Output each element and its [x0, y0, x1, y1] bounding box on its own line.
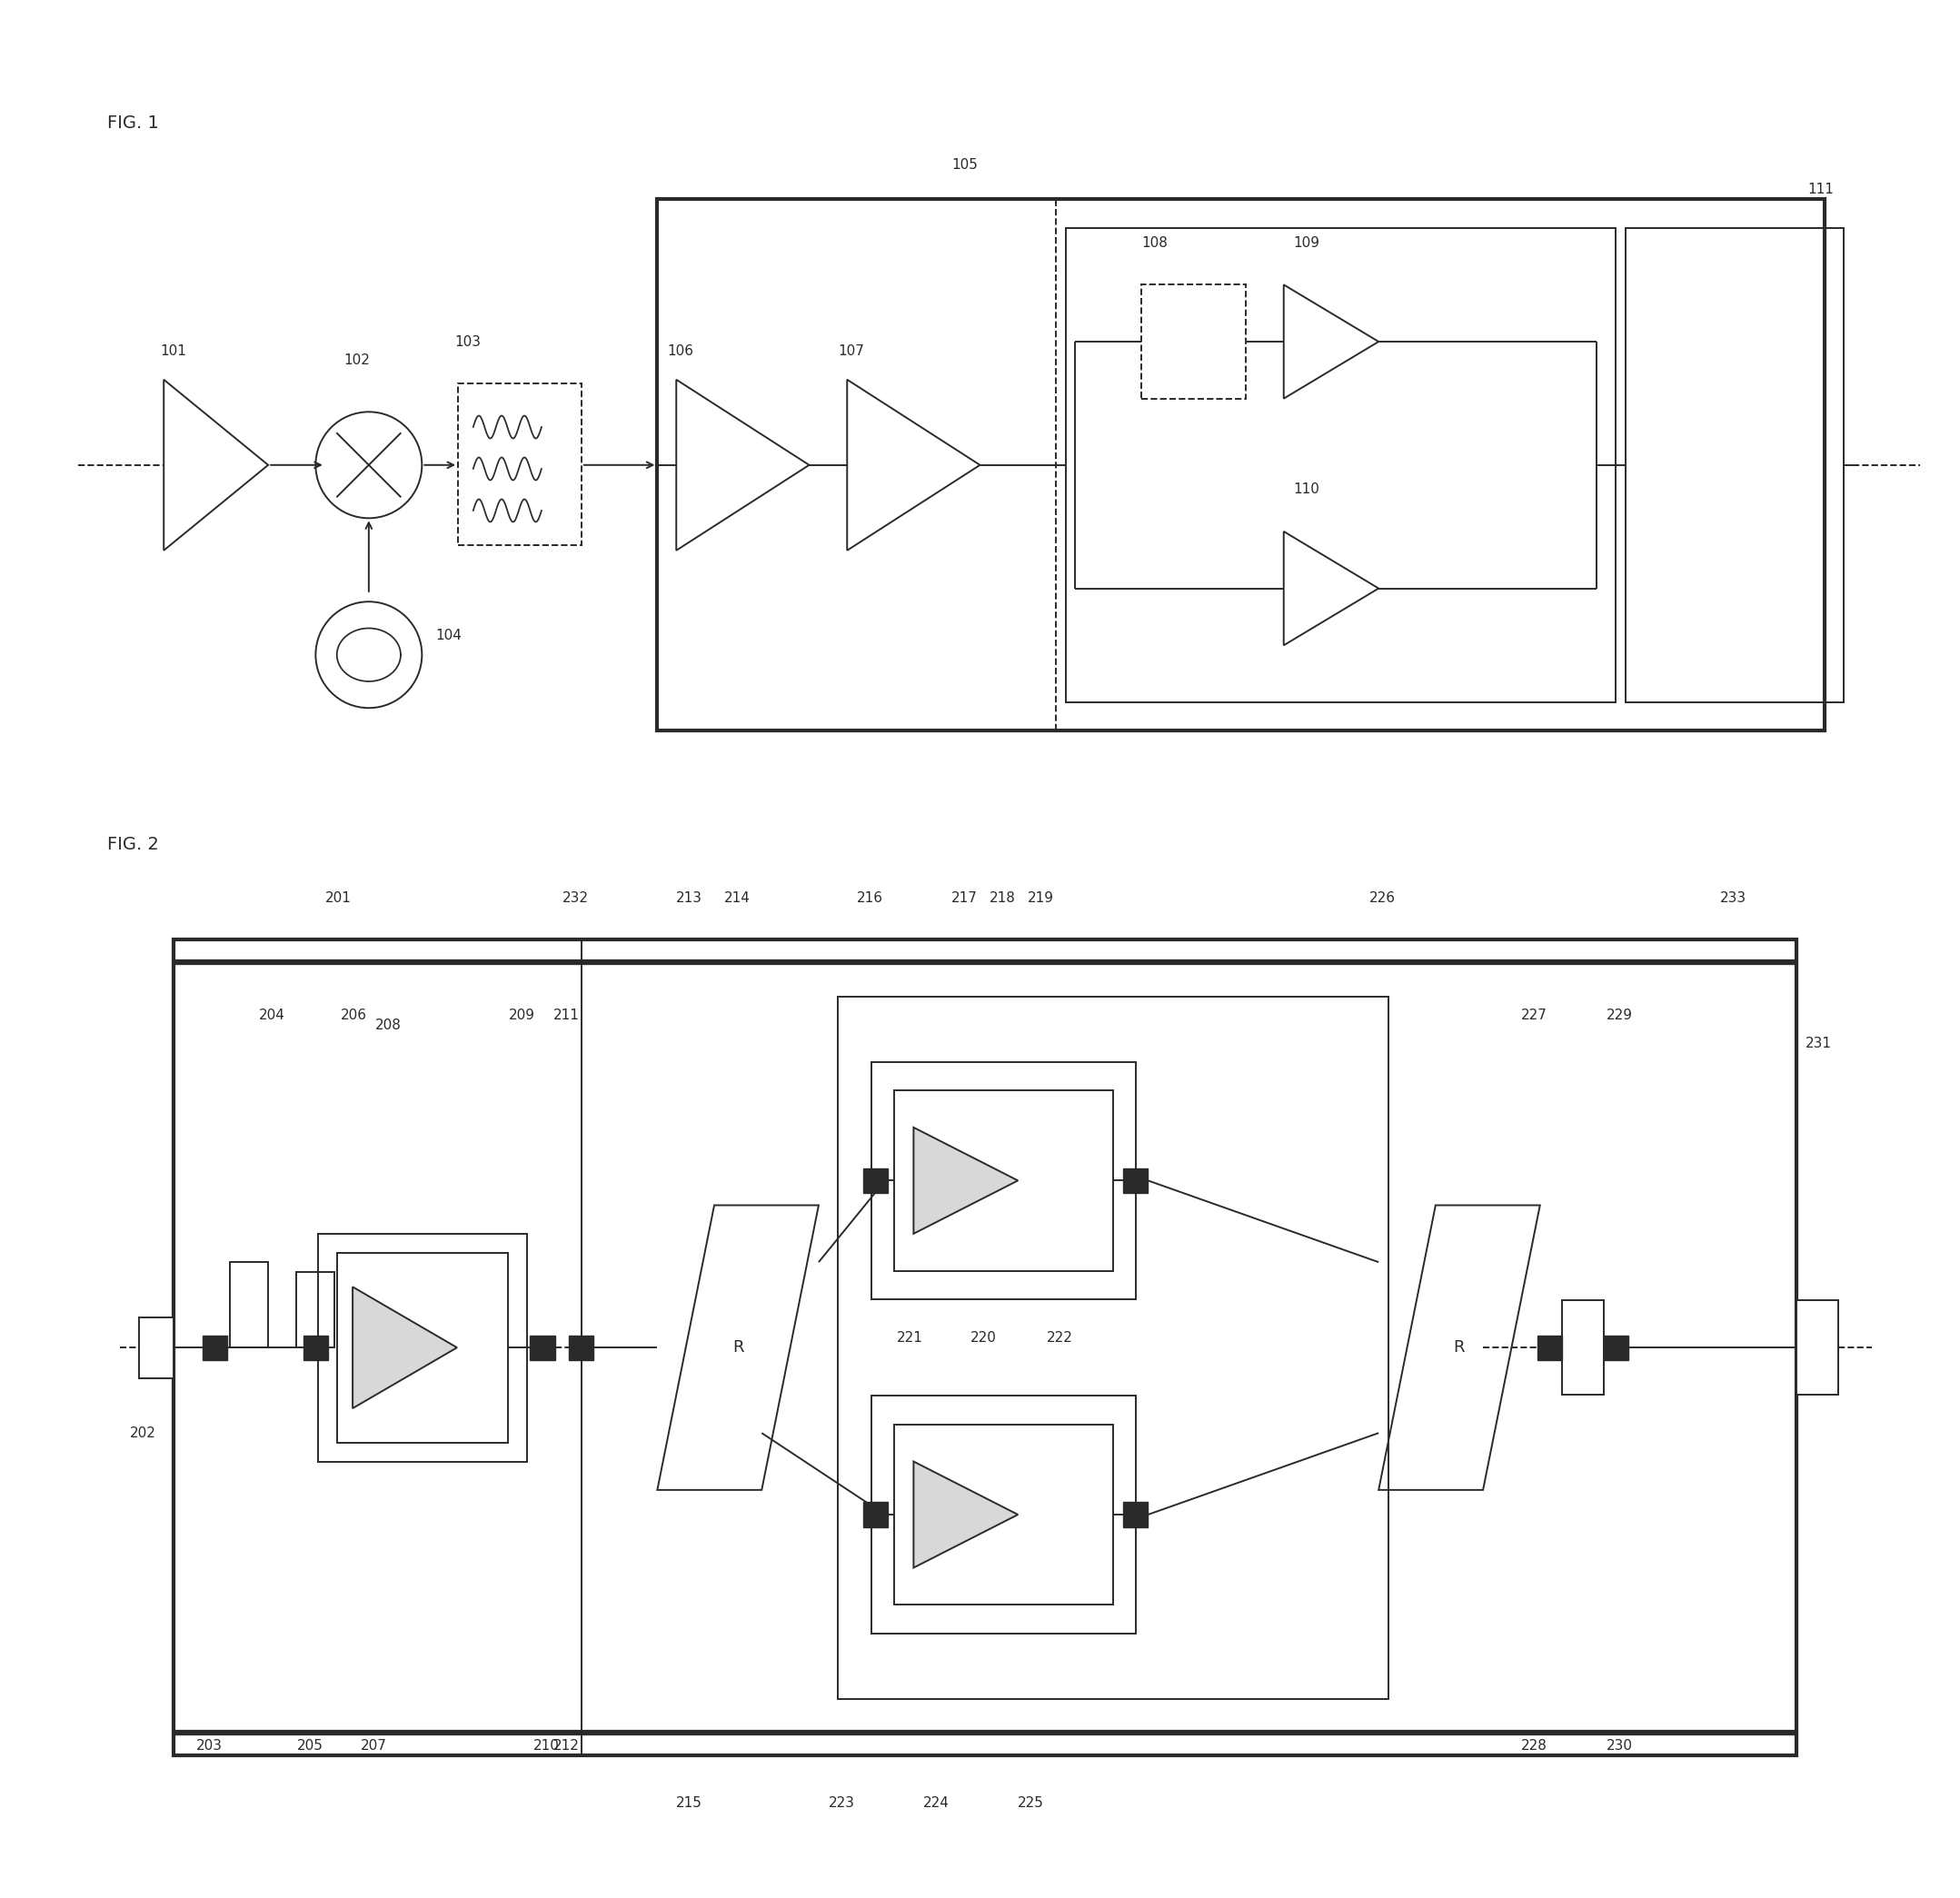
Bar	[172, 940, 1795, 1756]
Bar	[1603, 1336, 1629, 1359]
Text: 221: 221	[896, 1330, 923, 1346]
Bar	[1141, 285, 1247, 399]
Text: 103: 103	[455, 334, 480, 349]
Text: 210: 210	[533, 1739, 559, 1754]
Bar	[1795, 1300, 1838, 1395]
Bar	[894, 1089, 1113, 1272]
Text: 233: 233	[1721, 890, 1746, 905]
Text: 204: 204	[259, 1008, 284, 1023]
Text: 101: 101	[161, 344, 186, 359]
Bar	[862, 1167, 888, 1194]
Bar	[872, 1063, 1135, 1298]
Bar	[657, 199, 1825, 731]
Text: R: R	[733, 1340, 743, 1355]
Bar	[229, 1262, 269, 1348]
Text: 107: 107	[837, 344, 864, 359]
Text: 105: 105	[951, 158, 978, 173]
Text: 229: 229	[1607, 1008, 1633, 1023]
Text: FIG. 1: FIG. 1	[108, 114, 159, 133]
Text: 212: 212	[553, 1739, 578, 1754]
Bar	[318, 1234, 527, 1461]
Bar	[459, 383, 582, 545]
Bar	[568, 1336, 594, 1359]
Text: 225: 225	[1017, 1796, 1045, 1811]
Bar	[1625, 228, 1844, 702]
Bar	[894, 1424, 1113, 1606]
Text: 209: 209	[508, 1008, 535, 1023]
Text: 231: 231	[1805, 1036, 1833, 1051]
Text: 208: 208	[376, 1017, 402, 1033]
Polygon shape	[353, 1287, 457, 1408]
Polygon shape	[913, 1461, 1017, 1568]
Text: FIG. 2: FIG. 2	[108, 835, 159, 854]
Text: 106: 106	[666, 344, 694, 359]
Text: 216: 216	[857, 890, 882, 905]
Bar	[139, 1317, 172, 1378]
Text: 228: 228	[1521, 1739, 1546, 1754]
Text: 201: 201	[325, 890, 351, 905]
Text: 102: 102	[345, 353, 370, 368]
Bar	[337, 1253, 508, 1442]
Text: 207: 207	[361, 1739, 386, 1754]
Bar	[862, 1503, 888, 1526]
Text: 111: 111	[1807, 182, 1835, 197]
Bar	[202, 1336, 227, 1359]
Bar	[1123, 1503, 1149, 1526]
Text: 220: 220	[970, 1330, 998, 1346]
Text: 222: 222	[1047, 1330, 1072, 1346]
Text: 224: 224	[923, 1796, 949, 1811]
Bar	[304, 1336, 327, 1359]
Text: 223: 223	[829, 1796, 855, 1811]
Text: 108: 108	[1141, 235, 1168, 251]
Text: 203: 203	[196, 1739, 221, 1754]
Text: 227: 227	[1521, 1008, 1546, 1023]
Text: 213: 213	[676, 890, 702, 905]
Text: 232: 232	[563, 890, 588, 905]
Bar	[1123, 1167, 1149, 1194]
Bar	[1537, 1336, 1562, 1359]
Text: 110: 110	[1294, 482, 1319, 497]
Text: 218: 218	[990, 890, 1015, 905]
Bar	[1066, 228, 1615, 702]
Text: 202: 202	[129, 1425, 157, 1441]
Text: 211: 211	[553, 1008, 578, 1023]
Text: 206: 206	[341, 1008, 367, 1023]
Text: 104: 104	[435, 628, 461, 643]
Bar	[296, 1272, 335, 1348]
Text: 109: 109	[1294, 235, 1319, 251]
Text: 215: 215	[676, 1796, 702, 1811]
Text: 226: 226	[1370, 890, 1396, 905]
Bar	[1562, 1300, 1603, 1395]
Text: 230: 230	[1607, 1739, 1633, 1754]
Text: R: R	[1454, 1340, 1464, 1355]
Text: 217: 217	[951, 890, 978, 905]
Bar	[872, 1397, 1135, 1632]
Bar	[837, 996, 1388, 1699]
Text: 219: 219	[1027, 890, 1054, 905]
Bar	[529, 1336, 555, 1359]
Text: 205: 205	[296, 1739, 323, 1754]
Polygon shape	[913, 1127, 1017, 1234]
Text: 214: 214	[723, 890, 751, 905]
